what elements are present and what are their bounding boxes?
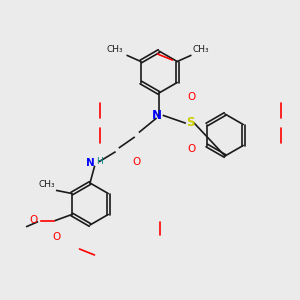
Text: H: H bbox=[97, 158, 103, 166]
Text: N: N bbox=[152, 109, 162, 122]
Text: CH₃: CH₃ bbox=[39, 180, 55, 189]
Text: CH₃: CH₃ bbox=[192, 45, 209, 54]
Text: O: O bbox=[29, 215, 37, 225]
Text: O: O bbox=[132, 157, 141, 167]
Text: O: O bbox=[52, 232, 61, 242]
Text: O: O bbox=[187, 144, 195, 154]
Text: O: O bbox=[187, 92, 195, 102]
Text: N: N bbox=[86, 158, 94, 169]
Text: CH₃: CH₃ bbox=[106, 45, 123, 54]
Text: S: S bbox=[186, 116, 195, 130]
